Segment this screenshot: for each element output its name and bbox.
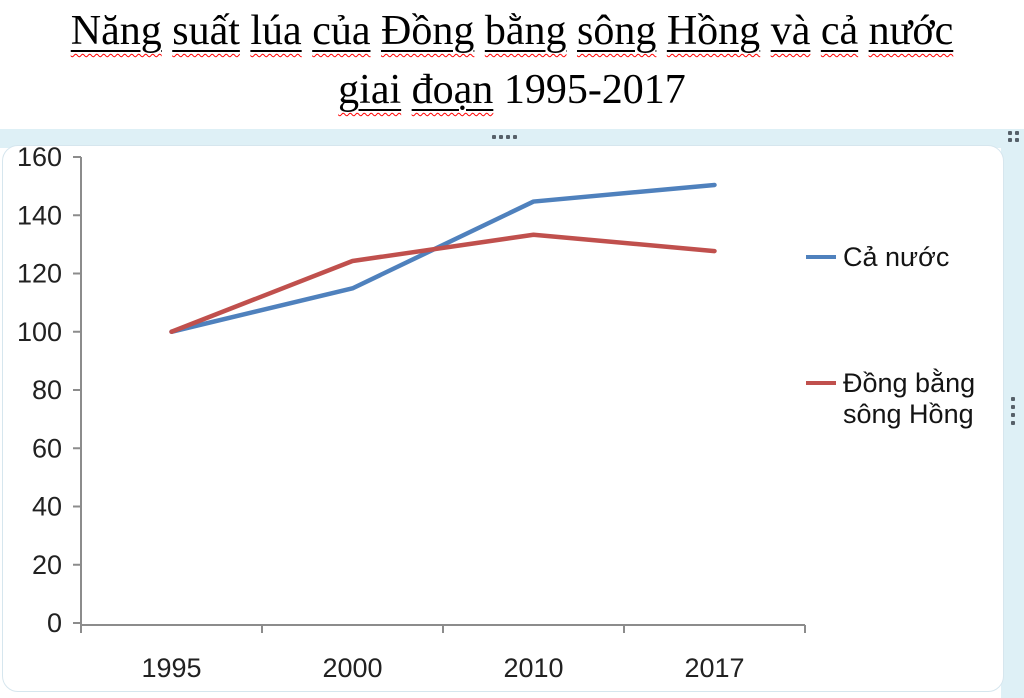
line-chart-plot[interactable]: 0 20 40 60 80 100 120 140 160 1995 2000 2010 2017 [0, 130, 1010, 698]
x-tick-label: 2017 [684, 653, 744, 683]
y-tick-label: 60 [32, 433, 62, 463]
grip-dot [1011, 397, 1015, 401]
title-word: nước [868, 8, 954, 54]
x-tick-label: 1995 [141, 653, 201, 683]
grip-dot [513, 135, 517, 139]
title-word: của [312, 8, 371, 54]
y-tick-label: 140 [17, 200, 62, 230]
title-word: giai [338, 67, 402, 113]
legend-entry-dong-bang-song-hong: Đồng bằng sông Hồng [806, 368, 995, 430]
grip-dot [1011, 405, 1015, 409]
legend-entry-ca-nuoc: Cả nước [806, 242, 949, 273]
resize-handle-right[interactable] [1011, 397, 1015, 425]
grip-dot [492, 135, 496, 139]
chart-title: Năng suất lúa của Đồng bằng sông Hồng và… [0, 2, 1024, 120]
x-tick-label: 2000 [322, 653, 382, 683]
title-word: Hồng [666, 8, 761, 54]
selection-band-top [0, 129, 1024, 148]
series-line-1 [169, 232, 717, 334]
grip-dot [506, 135, 510, 139]
grip-dot [1011, 421, 1015, 425]
y-tick-label: 20 [32, 550, 62, 580]
title-word: sông [576, 8, 657, 54]
legend-label: Đồng bằng sông Hồng [843, 368, 976, 429]
chart-title-line: giai đoạn 1995-2017 [0, 61, 1024, 120]
grip-dot [1008, 131, 1012, 135]
grip-dot [1011, 413, 1015, 417]
y-tick-label: 120 [17, 259, 62, 289]
chart-title-line: Năng suất lúa của Đồng bằng sông Hồng và… [0, 2, 1024, 61]
resize-handle-top[interactable] [492, 135, 517, 139]
y-tick-label: 160 [17, 142, 62, 172]
legend-line-marker-red [806, 381, 836, 385]
grip-dot [1015, 138, 1019, 142]
title-word: Đồng [380, 8, 475, 54]
y-tick-label: 0 [47, 608, 62, 638]
title-word: và [770, 8, 811, 54]
series-line-0 [169, 182, 717, 334]
y-tick-label: 100 [17, 317, 62, 347]
y-tick-label: 40 [32, 492, 62, 522]
title-word: bằng [484, 8, 567, 54]
legend-line-marker-blue [806, 255, 836, 259]
title-word: cả [820, 8, 859, 54]
grip-dot [1008, 138, 1012, 142]
resize-handle-top-right[interactable] [1008, 131, 1019, 142]
title-word: suất [172, 8, 240, 54]
x-tick-label: 2010 [503, 653, 563, 683]
grip-dot [1015, 131, 1019, 135]
chart-area-frame[interactable] [2, 145, 1004, 692]
title-word: Năng [70, 8, 162, 54]
grip-dot [499, 135, 503, 139]
title-word: đoạn [411, 67, 494, 113]
y-tick-label: 80 [32, 375, 62, 405]
title-word: lúa [250, 8, 302, 54]
title-word: 1995-2017 [503, 67, 686, 113]
legend-label: Cả nước [843, 242, 950, 272]
